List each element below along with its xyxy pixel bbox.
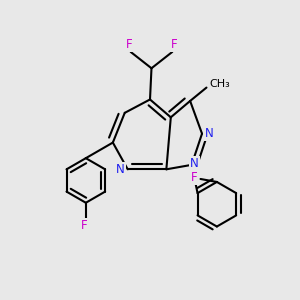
Text: F: F (81, 219, 88, 232)
Text: F: F (170, 38, 177, 51)
Text: N: N (116, 163, 125, 176)
Text: CH₃: CH₃ (209, 79, 230, 89)
Text: N: N (205, 127, 214, 140)
Text: N: N (190, 157, 199, 170)
Text: F: F (126, 38, 133, 51)
Text: F: F (191, 171, 197, 184)
